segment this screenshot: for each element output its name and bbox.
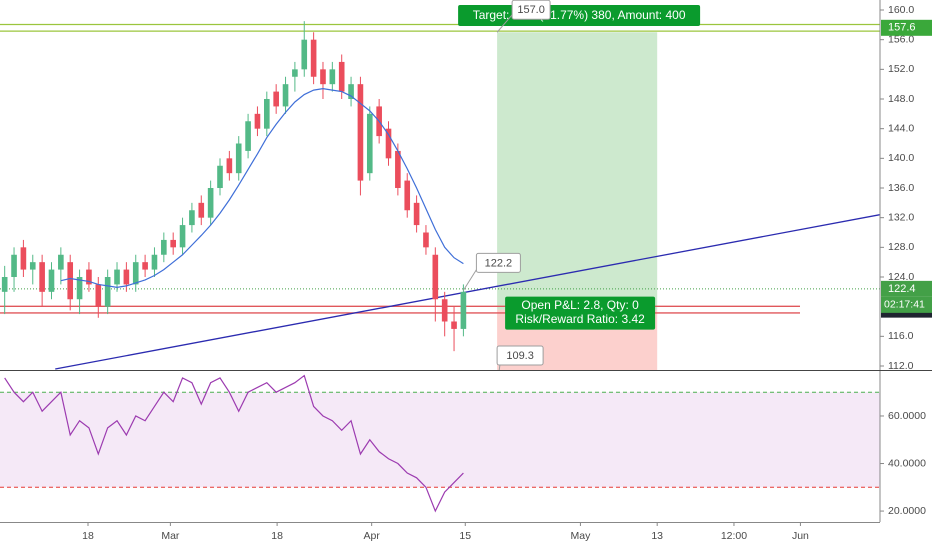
callout-label: 122.2 xyxy=(485,257,513,269)
candle-body xyxy=(86,269,92,285)
callout-box xyxy=(496,345,544,366)
y-tick-label: 132.0 xyxy=(888,211,914,223)
candle-body xyxy=(329,69,336,85)
candle-body xyxy=(320,69,326,85)
y-tick-label: 136.0 xyxy=(888,182,914,194)
candle-body xyxy=(395,150,401,189)
y-tick-label: 156.0 xyxy=(888,33,914,45)
pnl-label-box xyxy=(505,296,656,330)
candle-body xyxy=(451,321,457,329)
candle-body xyxy=(235,143,242,174)
candle-body xyxy=(264,99,270,129)
candle-body xyxy=(104,276,111,307)
candle-body xyxy=(123,269,130,285)
rsi-line xyxy=(4,374,464,513)
countdown: 02:17:41 xyxy=(884,299,925,311)
callout-label: 109.3 xyxy=(506,350,534,362)
candle-body xyxy=(441,299,448,322)
candle-body xyxy=(20,247,27,270)
candle-body xyxy=(273,91,279,107)
x-tick-label: Mar xyxy=(161,530,180,542)
target-zone xyxy=(497,32,658,310)
candle-body xyxy=(423,232,429,248)
callout-box xyxy=(475,252,521,273)
x-tick-label: May xyxy=(571,530,592,542)
price-badge-label: 122.4 xyxy=(888,283,916,295)
candle-body xyxy=(254,113,261,129)
rsi-pane xyxy=(0,374,880,513)
rr-label: Risk/Reward Ratio: 3.42 xyxy=(515,312,645,326)
y-tick-label: 152.0 xyxy=(888,63,914,75)
y-tick-label: 148.0 xyxy=(888,93,914,105)
y-tick-label: 160.0 xyxy=(888,4,914,16)
countdown-box xyxy=(881,296,932,313)
callout-box xyxy=(511,0,551,20)
x-tick-label: 15 xyxy=(459,530,471,542)
candle-body xyxy=(301,39,308,70)
candle-body xyxy=(132,262,139,285)
candle-body xyxy=(114,269,120,285)
candle-body xyxy=(95,284,102,307)
candle-body xyxy=(170,239,176,248)
candle-body xyxy=(58,254,64,270)
candle-body xyxy=(179,225,186,248)
candle-body xyxy=(151,254,158,270)
x-tick-label: Apr xyxy=(363,530,380,542)
target-label: Target: 37.4 (31.77%) 380, Amount: 400 xyxy=(473,8,686,22)
candle-body xyxy=(207,188,214,218)
candle-body xyxy=(142,262,148,270)
candle-body xyxy=(292,69,298,77)
candle-body xyxy=(310,39,317,77)
candle-body xyxy=(189,210,195,226)
trendline xyxy=(55,214,880,370)
candle-body xyxy=(11,254,17,277)
candle-body xyxy=(460,291,467,329)
y-tick-label: 128.0 xyxy=(888,241,914,253)
y-tick-label: 20.0000 xyxy=(888,505,926,517)
price-badge xyxy=(881,19,932,36)
candle-body xyxy=(357,84,364,181)
candle-body xyxy=(76,276,83,300)
x-tick-label: 18 xyxy=(82,530,94,542)
candle-body xyxy=(226,158,233,174)
y-tick-label: 40.0000 xyxy=(888,457,926,469)
candle-body xyxy=(161,239,167,255)
x-tick-label: 12:00 xyxy=(721,530,747,542)
y-tick-label: 112.0 xyxy=(888,360,914,372)
candle-body xyxy=(432,254,439,300)
x-tick-label: Jun xyxy=(792,530,809,542)
pnl-label: Open P&L: 2.8, Qty: 0 xyxy=(521,298,639,312)
y-tick-label: 60.0000 xyxy=(888,410,926,422)
candle-body xyxy=(413,202,420,226)
price-badge-label: 157.6 xyxy=(888,22,916,34)
candle-body xyxy=(67,262,74,300)
candle-body xyxy=(198,202,205,218)
y-tick-label: 140.0 xyxy=(888,152,914,164)
candle-body xyxy=(1,276,8,292)
x-tick-label: 13 xyxy=(651,530,663,542)
candle-body xyxy=(282,84,289,107)
moving-average xyxy=(60,88,464,288)
price-pane: Target: 37.4 (31.77%) 380, Amount: 400 Op… xyxy=(0,0,880,370)
candle-body xyxy=(39,262,45,292)
candle-body xyxy=(338,61,345,92)
y-tick-label: 124.0 xyxy=(888,271,914,283)
candle-body xyxy=(404,180,411,211)
candle-body xyxy=(217,165,223,189)
candle-body xyxy=(366,113,373,174)
callout-label: 157.0 xyxy=(517,4,545,16)
axes: 112.0 116.0 124.0 128.0 132.0 136.0 140.0 144.0… xyxy=(82,4,932,542)
candle-body xyxy=(29,262,36,270)
candle-body xyxy=(245,121,251,151)
y-tick-label: 144.0 xyxy=(888,122,914,134)
candle-body xyxy=(348,84,354,100)
candle-body xyxy=(385,128,392,159)
rsi-band xyxy=(0,392,880,488)
y-tick-label: 116.0 xyxy=(888,330,914,342)
x-tick-label: 18 xyxy=(271,530,283,542)
candle-body xyxy=(48,269,55,292)
price-badge xyxy=(881,280,932,297)
